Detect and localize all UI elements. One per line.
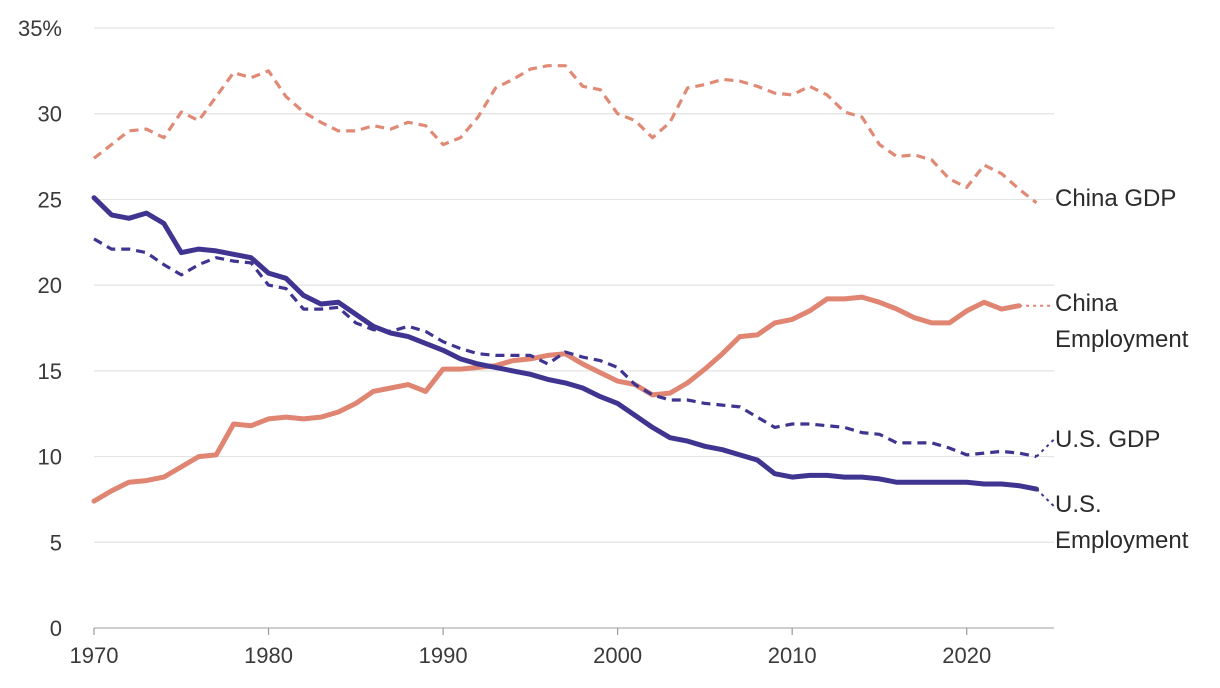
series-extension-us-gdp	[1035, 438, 1055, 458]
x-tick-label: 2020	[942, 643, 991, 668]
y-tick-label: 20	[38, 273, 62, 298]
y-tick-label: 25	[38, 187, 62, 212]
series-line-china-gdp	[93, 64, 1038, 205]
y-tick-label: 35%	[18, 16, 62, 41]
series-labels: China GDP China Employment U.S. GDP U.S. Empl…	[1055, 185, 1189, 554]
x-tick-label: 1970	[70, 643, 119, 668]
series-label-line: China GDP	[1055, 185, 1176, 212]
x-tick-label: 2000	[593, 643, 642, 668]
series-label-line: U.S.	[1055, 491, 1102, 518]
x-tick-label: 1990	[419, 643, 468, 668]
axes: 0 5 10 15 20 25 30 35% 1970 1980 1990 2000 2010 2020	[18, 16, 991, 668]
series-line-us-employment	[91, 195, 1039, 492]
y-tick-label: 0	[50, 616, 62, 641]
x-tick-label: 2010	[768, 643, 817, 668]
y-tick-label: 15	[38, 359, 62, 384]
series-line-china-employment	[91, 294, 1022, 504]
gridlines	[94, 27, 1054, 629]
series-label-us-gdp: U.S. GDP	[1055, 426, 1160, 453]
series-label-line: China	[1055, 290, 1118, 317]
y-tick-label: 10	[38, 445, 62, 470]
series-extension-us-employment	[1035, 488, 1055, 508]
series-label-line: Employment	[1055, 326, 1189, 353]
y-tick-label: 30	[38, 102, 62, 127]
series-label-line: U.S. GDP	[1055, 426, 1160, 453]
series-label-china-gdp: China GDP	[1055, 185, 1176, 212]
x-tick-label: 1980	[244, 643, 293, 668]
series-label-china-employment: China Employment	[1055, 290, 1189, 353]
series-label-line: Employment	[1055, 527, 1189, 554]
series-label-us-employment: U.S. Employment	[1055, 491, 1189, 554]
series-line-us-gdp	[93, 237, 1037, 459]
series-lines	[91, 64, 1055, 508]
y-tick-label: 5	[50, 530, 62, 555]
